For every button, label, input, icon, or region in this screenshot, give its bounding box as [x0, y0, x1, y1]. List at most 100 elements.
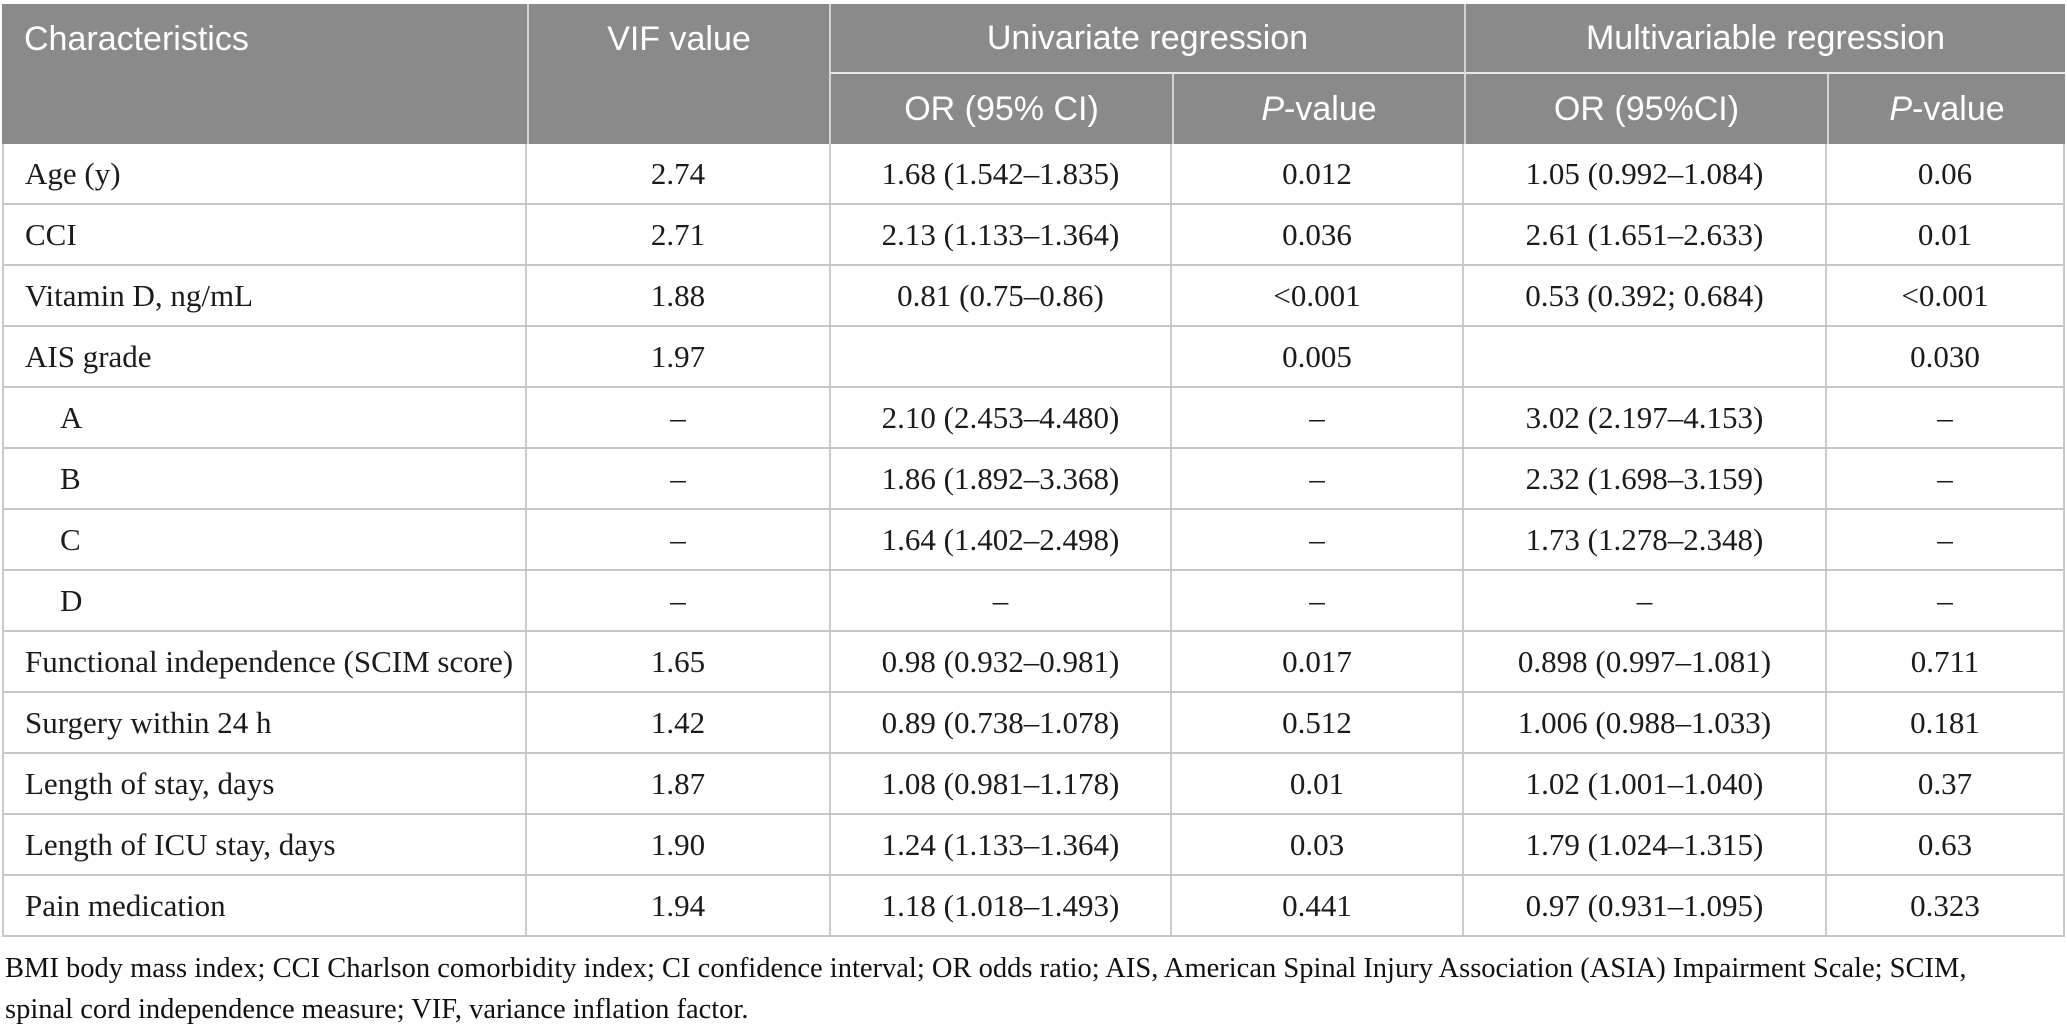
table-row-icu: Length of ICU stay, days 1.90 1.24 (1.13…	[4, 815, 2063, 876]
cell-vif: –	[527, 449, 831, 508]
cell-multi-p: 0.01	[1917, 216, 1973, 252]
table-header: Characteristics VIF value Univariate reg…	[2, 4, 2065, 144]
cell-uni-or: 1.86 (1.892–3.368)	[831, 449, 1172, 508]
cell-multi-or: 1.006 (0.988–1.033)	[1464, 693, 1827, 752]
cell-uni-or	[831, 327, 1172, 386]
header-multivariable-group: Multivariable regression	[1464, 4, 2065, 74]
table-row-grade-c: C – 1.64 (1.402–2.498) – 1.73 (1.278–2.3…	[4, 510, 2063, 571]
cell-vif: 1.87	[527, 754, 831, 813]
cell-multi-or: 1.05 (0.992–1.084)	[1464, 144, 1827, 203]
table-row-grade-d: D – – – – –	[4, 571, 2063, 632]
header-characteristics: Characteristics	[2, 4, 527, 144]
table-row-age: Age (y) 2.74 1.68 (1.542–1.835) 0.012 1.…	[4, 144, 2063, 205]
cell-characteristic: Surgery within 24 h	[4, 693, 527, 752]
cell-multi-or	[1464, 327, 1827, 386]
cell-multi-or: 2.61 (1.651–2.633)	[1464, 205, 1827, 264]
cell-multi-p: –	[1937, 582, 1953, 618]
cell-multi-or: 0.97 (0.931–1.095)	[1464, 876, 1827, 935]
cell-vif: 1.97	[527, 327, 831, 386]
table-footnote: BMI body mass index; CCI Charlson comorb…	[5, 953, 1967, 1025]
cell-uni-p: 0.005	[1172, 327, 1464, 386]
cell-multi-p: 0.711	[1910, 643, 1980, 679]
cell-uni-p: 0.017	[1172, 632, 1464, 691]
cell-vif: 1.88	[527, 266, 831, 325]
cell-multi-or: 1.73 (1.278–2.348)	[1464, 510, 1827, 569]
cell-characteristic: C	[4, 510, 527, 569]
cell-vif: 1.94	[527, 876, 831, 935]
header-multivariable-p: P -value	[1827, 74, 2065, 144]
cell-uni-or: 1.08 (0.981–1.178)	[831, 754, 1172, 813]
cell-multi-or: 3.02 (2.197–4.153)	[1464, 388, 1827, 447]
regression-table: Characteristics VIF value Univariate reg…	[2, 4, 2065, 937]
cell-multi-p: –	[1937, 521, 1953, 557]
cell-uni-p: 0.036	[1172, 205, 1464, 264]
cell-multi-p: 0.181	[1910, 704, 1980, 740]
cell-uni-p: –	[1172, 449, 1464, 508]
table-row-pain: Pain medication 1.94 1.18 (1.018–1.493) …	[4, 876, 2063, 937]
cell-multi-p: –	[1937, 399, 1953, 435]
cell-multi-p: 0.06	[1917, 155, 1973, 191]
cell-uni-p: 0.512	[1172, 693, 1464, 752]
table-row-surgery: Surgery within 24 h 1.42 0.89 (0.738–1.0…	[4, 693, 2063, 754]
p-italic: P	[1889, 89, 1913, 128]
cell-vif: 1.90	[527, 815, 831, 874]
cell-characteristic: Functional independence (SCIM score)	[4, 632, 527, 691]
cell-uni-p: –	[1172, 571, 1464, 630]
cell-characteristic: Pain medication	[4, 876, 527, 935]
cell-multi-or: –	[1464, 571, 1827, 630]
cell-characteristic: Vitamin D, ng/mL	[4, 266, 527, 325]
cell-uni-p: –	[1172, 510, 1464, 569]
table-row-los: Length of stay, days 1.87 1.08 (0.981–1.…	[4, 754, 2063, 815]
cell-uni-or: 1.64 (1.402–2.498)	[831, 510, 1172, 569]
p-rest: -value	[1284, 89, 1377, 128]
p-italic: P	[1261, 89, 1285, 128]
p-rest: -value	[1912, 89, 2005, 128]
cell-multi-or: 1.02 (1.001–1.040)	[1464, 754, 1827, 813]
cell-vif: –	[527, 571, 831, 630]
cell-characteristic: B	[4, 449, 527, 508]
cell-uni-p: 0.012	[1172, 144, 1464, 203]
cell-uni-or: –	[831, 571, 1172, 630]
cell-uni-or: 1.18 (1.018–1.493)	[831, 876, 1172, 935]
header-vif-label: VIF value	[607, 19, 751, 58]
table-body: Age (y) 2.74 1.68 (1.542–1.835) 0.012 1.…	[2, 144, 2065, 937]
cell-uni-or: 1.24 (1.133–1.364)	[831, 815, 1172, 874]
cell-uni-p: –	[1172, 388, 1464, 447]
cell-multi-p: 0.37	[1917, 765, 1973, 801]
cell-characteristic: Age (y)	[4, 144, 527, 203]
cell-multi-p: –	[1937, 460, 1953, 496]
cell-uni-p: 0.03	[1172, 815, 1464, 874]
cell-characteristic: CCI	[4, 205, 527, 264]
header-univariate-group: Univariate regression	[831, 4, 1464, 74]
header-univariate-or: OR (95% CI)	[904, 89, 1099, 128]
header-univariate-p: P -value	[1172, 74, 1464, 144]
table-row-scim: Functional independence (SCIM score) 1.6…	[4, 632, 2063, 693]
table-row-vitamin-d: Vitamin D, ng/mL 1.88 0.81 (0.75–0.86) <…	[4, 266, 2063, 327]
cell-multi-or: 1.79 (1.024–1.315)	[1464, 815, 1827, 874]
table-row-ais-grade: AIS grade 1.97 0.005 0.030	[4, 327, 2063, 388]
cell-vif: 2.74	[527, 144, 831, 203]
cell-uni-p: <0.001	[1172, 266, 1464, 325]
table-row-grade-a: A – 2.10 (2.453–4.480) – 3.02 (2.197–4.1…	[4, 388, 2063, 449]
table-row-cci: CCI 2.71 2.13 (1.133–1.364) 0.036 2.61 (…	[4, 205, 2063, 266]
cell-vif: 1.65	[527, 632, 831, 691]
cell-multi-p: <0.001	[1901, 277, 1989, 313]
header-vif-value: VIF value	[527, 4, 831, 144]
cell-vif: –	[527, 388, 831, 447]
cell-multi-or: 0.53 (0.392; 0.684)	[1464, 266, 1827, 325]
cell-uni-or: 0.89 (0.738–1.078)	[831, 693, 1172, 752]
cell-uni-p: 0.01	[1172, 754, 1464, 813]
cell-uni-or: 1.68 (1.542–1.835)	[831, 144, 1172, 203]
cell-uni-p: 0.441	[1172, 876, 1464, 935]
cell-multi-or: 2.32 (1.698–3.159)	[1464, 449, 1827, 508]
cell-vif: 1.42	[527, 693, 831, 752]
cell-uni-or: 0.81 (0.75–0.86)	[831, 266, 1172, 325]
cell-characteristic: Length of ICU stay, days	[4, 815, 527, 874]
cell-multi-or: 0.898 (0.997–1.081)	[1464, 632, 1827, 691]
cell-uni-or: 2.13 (1.133–1.364)	[831, 205, 1172, 264]
cell-vif: –	[527, 510, 831, 569]
cell-characteristic: Length of stay, days	[4, 754, 527, 813]
cell-characteristic: A	[4, 388, 527, 447]
cell-characteristic: AIS grade	[4, 327, 527, 386]
